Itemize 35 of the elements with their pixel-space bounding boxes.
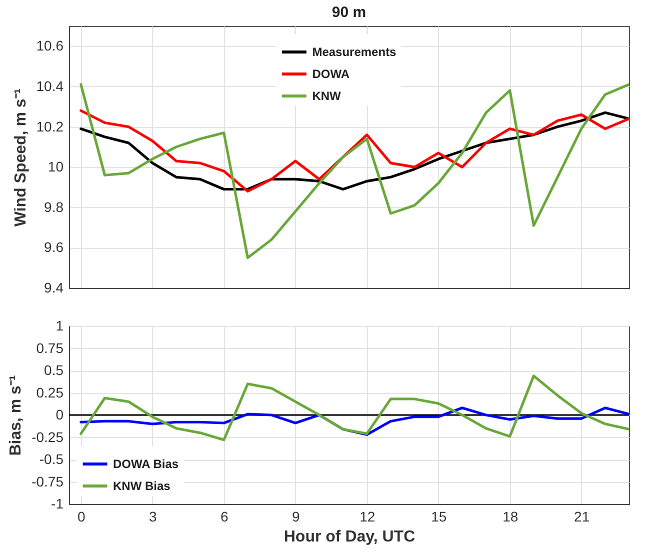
y-tick-label: 10.6: [36, 38, 64, 54]
y-tick-label: 10.2: [36, 118, 64, 134]
x-tick-label: 21: [574, 508, 590, 524]
y-tick-label: 0.25: [36, 384, 64, 400]
x-axis-title: Hour of Day, UTC: [284, 528, 416, 546]
y-axis-title: Wind Speed, m s⁻¹: [12, 88, 30, 227]
y-tick-label: 0.75: [36, 340, 64, 356]
y-tick-label: -1: [51, 496, 64, 512]
y-tick-label: -0.5: [39, 451, 64, 467]
legend-label: KNW: [312, 89, 342, 103]
line-series: [80, 83, 629, 260]
y-tick-label: 10: [48, 158, 64, 175]
x-tick-label: 3: [149, 508, 158, 524]
y-tick-label: -0.75: [32, 473, 64, 490]
y-tick-label: 9.6: [44, 239, 64, 256]
y-tick-label: 9.8: [44, 198, 64, 215]
x-tick-label: 12: [360, 508, 376, 524]
y-tick-label: -0.25: [32, 428, 64, 445]
legend-label: DOWA: [312, 67, 350, 81]
y-tick-label: 1: [56, 318, 64, 334]
x-tick-label: 6: [220, 508, 228, 524]
x-tick-label: 9: [292, 508, 300, 524]
legend-label: DOWA Bias: [113, 457, 179, 471]
y-tick-label: 9.4: [44, 280, 64, 296]
y-tick-label: 0.5: [44, 362, 64, 378]
x-tick-label: 18: [502, 508, 518, 524]
legend-label: Measurements: [312, 45, 397, 59]
y-tick-label: 0: [56, 406, 64, 422]
y-tick-label: 10.4: [36, 78, 64, 94]
chart-title: 90 m: [332, 4, 366, 21]
x-tick-label: 0: [78, 508, 86, 524]
y-axis-title: Bias, m s⁻¹: [8, 375, 25, 456]
line-series: [80, 374, 629, 442]
x-tick-label: 15: [431, 508, 447, 524]
legend-label: KNW Bias: [113, 479, 171, 493]
